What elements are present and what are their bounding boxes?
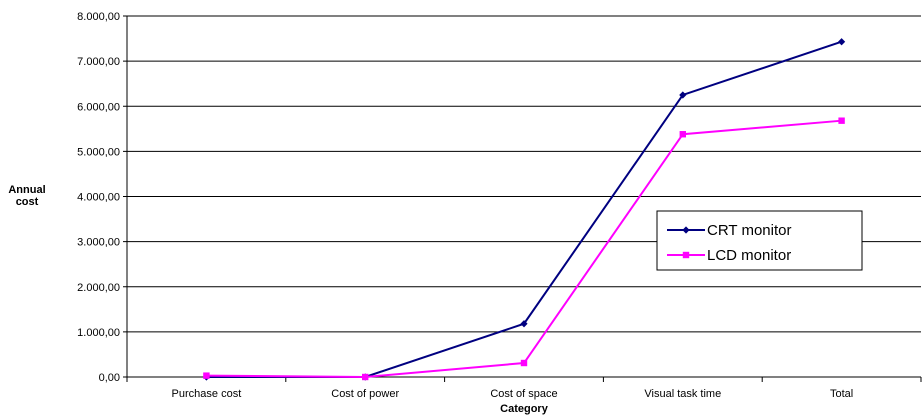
y-tick-label: 5.000,00 <box>77 146 120 158</box>
legend: CRT monitor LCD monitor <box>656 210 863 271</box>
x-tick-label: Visual task time <box>644 388 721 400</box>
legend-lcd-monitor-marker <box>682 251 690 259</box>
y-tick-label: 3.000,00 <box>77 237 120 249</box>
y-tick-label: 6.000,00 <box>77 101 120 113</box>
legend-crt-monitor-marker <box>682 226 690 234</box>
lcd-monitor-marker <box>520 359 528 367</box>
lcd-monitor-marker <box>203 372 210 379</box>
x-tick-labels: Purchase cost Cost of power Cost of space V… <box>172 388 854 400</box>
y-tick-label: 1.000,00 <box>77 327 120 339</box>
y-tick-label: 7.000,00 <box>77 56 120 68</box>
y-tick-label: 2.000,00 <box>77 282 120 294</box>
x-axis-title: Category <box>500 403 549 415</box>
axes <box>123 15 922 382</box>
y-tick-label: 4.000,00 <box>77 192 120 204</box>
lcd-monitor-marker <box>838 117 845 124</box>
crt-monitor-marker <box>838 38 846 46</box>
series-crt-monitor <box>202 38 846 381</box>
crt-monitor-marker <box>679 91 687 99</box>
crt-monitor-marker <box>520 320 528 328</box>
legend-item-lcd-monitor: LCD monitor <box>667 247 791 264</box>
series-lcd-monitor <box>203 117 845 381</box>
lcd-monitor-marker <box>679 131 686 138</box>
x-tick-label: Purchase cost <box>172 388 242 400</box>
y-tick-labels: 0,00 1.000,00 2.000,00 3.000,00 4.000,00 5.00… <box>77 11 120 384</box>
series-lines <box>202 38 846 381</box>
x-tick-label: Cost of space <box>490 388 557 400</box>
x-tick-label: Total <box>830 388 853 400</box>
lcd-monitor-marker <box>362 373 369 381</box>
legend-label: CRT monitor <box>707 222 791 239</box>
x-tick-label: Cost of power <box>331 388 399 400</box>
legend-item-crt-monitor: CRT monitor <box>667 222 791 239</box>
y-axis-title-line2: cost <box>16 196 39 208</box>
y-axis-title-line1: Annual <box>8 184 45 196</box>
y-tick-label: 0,00 <box>99 372 120 384</box>
legend-box <box>656 210 863 271</box>
y-tick-label: 8.000,00 <box>77 11 120 23</box>
legend-label: LCD monitor <box>707 247 791 264</box>
gridlines <box>127 15 921 333</box>
